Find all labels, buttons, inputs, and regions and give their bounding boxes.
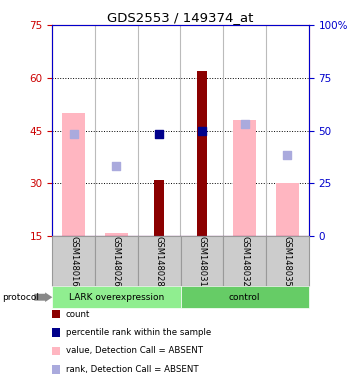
Text: value, Detection Call = ABSENT: value, Detection Call = ABSENT <box>66 346 203 356</box>
Point <box>242 121 247 127</box>
Text: GSM148026: GSM148026 <box>112 236 121 286</box>
Text: GSM148028: GSM148028 <box>155 236 164 286</box>
Bar <box>275 184 299 236</box>
Point <box>71 131 77 137</box>
Point <box>284 152 290 158</box>
Bar <box>197 71 206 236</box>
Text: control: control <box>229 293 260 302</box>
Text: GSM148035: GSM148035 <box>283 236 292 286</box>
Text: GSM148032: GSM148032 <box>240 236 249 286</box>
Text: percentile rank within the sample: percentile rank within the sample <box>66 328 211 337</box>
Bar <box>105 233 128 236</box>
Text: protocol: protocol <box>2 293 39 302</box>
Title: GDS2553 / 149374_at: GDS2553 / 149374_at <box>107 11 254 24</box>
Text: count: count <box>66 310 90 319</box>
Bar <box>62 113 86 236</box>
Bar <box>233 120 256 236</box>
Bar <box>155 180 164 236</box>
Point <box>156 131 162 137</box>
Point <box>199 127 205 134</box>
Text: GSM148016: GSM148016 <box>69 236 78 286</box>
Point <box>113 163 119 169</box>
Text: GSM148031: GSM148031 <box>197 236 206 286</box>
Text: rank, Detection Call = ABSENT: rank, Detection Call = ABSENT <box>66 365 198 374</box>
Text: LARK overexpression: LARK overexpression <box>69 293 164 302</box>
